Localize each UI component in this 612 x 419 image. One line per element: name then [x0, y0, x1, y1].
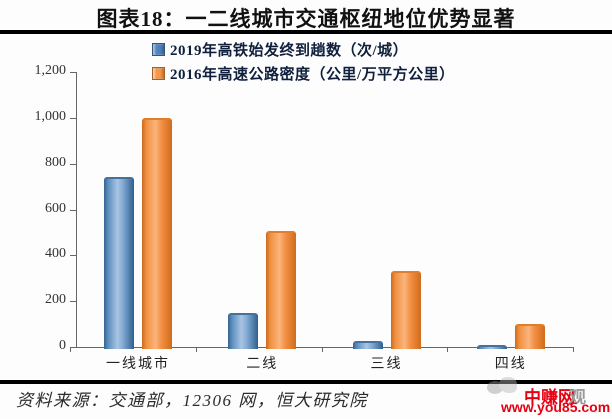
watermark-site-name-text: 中赚网 — [524, 388, 575, 407]
watermark-site-name: 中赚网观 — [524, 383, 586, 408]
y-axis-tick-label: 400 — [45, 246, 66, 262]
y-axis-tick — [70, 301, 76, 303]
y-axis-tick-label: 1,000 — [34, 108, 67, 124]
y-axis-tick — [70, 209, 76, 211]
y-axis-tick — [70, 255, 76, 257]
x-axis-category-label: 四线 — [494, 357, 527, 372]
bar-rail-2 — [352, 340, 383, 349]
watermark-url: www.you85.com — [501, 399, 611, 415]
bottom-divider — [0, 380, 612, 384]
chart-title: 图表18：一二线城市交通枢纽地位优势显著 — [96, 7, 516, 31]
watermark-logo-icon — [487, 377, 519, 397]
bar-rail-3 — [476, 345, 507, 349]
y-axis-tick-label: 200 — [45, 292, 66, 308]
source-note: 资料来源：交通部，12306 网，恒大研究院 — [16, 391, 368, 410]
watermark-shadow-char: 观 — [569, 388, 586, 407]
x-axis-tick — [573, 347, 574, 352]
y-axis-tick-label: 600 — [45, 200, 66, 216]
top-divider — [0, 30, 612, 34]
x-axis-tick — [447, 347, 449, 352]
legend-label-1: 2016年高速公路密度（公里/万平方公里） — [170, 66, 455, 83]
bar-road-0 — [142, 117, 173, 349]
bar-rail-0 — [104, 177, 135, 349]
x-axis-category-label: 一线城市 — [106, 357, 170, 372]
y-axis-tick — [70, 347, 76, 348]
bar-road-1 — [266, 231, 297, 349]
legend-item-road: 2016年高速公路密度（公里/万平方公里） — [152, 61, 455, 85]
legend-swatch-0 — [152, 42, 165, 56]
bar-road-3 — [514, 324, 545, 349]
logo-blob-icon — [487, 381, 503, 394]
bar-road-2 — [390, 271, 421, 349]
y-axis-tick — [70, 163, 76, 165]
y-axis-tick — [70, 117, 76, 119]
y-axis-line — [76, 72, 77, 347]
bar-rail-1 — [228, 312, 259, 349]
legend-swatch-1 — [152, 66, 165, 80]
legend-label-0: 2019年高铁始发终到趟数（次/城） — [170, 42, 409, 59]
legend: 2019年高铁始发终到趟数（次/城） 2016年高速公路密度（公里/万平方公里） — [152, 37, 455, 85]
x-axis-category-label: 二线 — [246, 357, 279, 372]
y-axis-tick-label: 1,200 — [34, 63, 67, 78]
y-axis-tick — [70, 72, 76, 73]
logo-blob-icon — [499, 377, 517, 393]
x-axis-tick — [321, 347, 323, 352]
y-axis-tick-label: 0 — [59, 338, 66, 353]
x-axis-tick — [70, 347, 71, 352]
legend-item-rail: 2019年高铁始发终到趟数（次/城） — [152, 37, 455, 61]
x-axis-category-label: 三线 — [370, 357, 403, 372]
y-axis-tick-label: 800 — [45, 154, 66, 170]
x-axis-tick — [195, 347, 197, 352]
